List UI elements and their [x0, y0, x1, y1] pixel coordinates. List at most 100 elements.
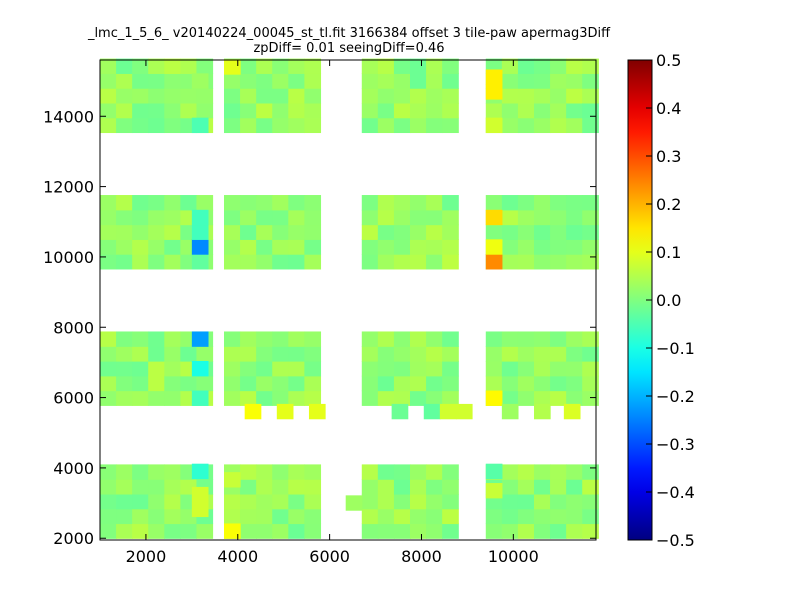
heatmap-cell [256, 88, 273, 104]
heatmap-cell [191, 239, 209, 255]
heatmap-cell [377, 209, 395, 226]
heatmap-cell [224, 59, 241, 75]
heatmap-cell [393, 239, 411, 255]
colorbar-tick-label: 0.0 [656, 291, 681, 310]
heatmap-cell [256, 254, 273, 270]
heatmap-cell [426, 523, 443, 539]
heatmap-cell [100, 239, 117, 255]
heatmap-cell [180, 58, 198, 74]
heatmap-cell [361, 209, 379, 226]
heatmap-cell [361, 102, 379, 119]
heatmap-cell [304, 224, 322, 240]
heatmap-cell [240, 195, 257, 211]
heatmap-cell [100, 390, 117, 406]
heatmap-cell [361, 361, 379, 377]
heatmap-cell [534, 346, 551, 362]
heatmap-cell [304, 390, 322, 406]
heatmap-cell [582, 375, 599, 392]
colorbar-tick-label: −0.3 [656, 435, 695, 454]
heatmap-cell [361, 224, 379, 240]
heatmap-cell [485, 508, 503, 525]
heatmap-cell [442, 239, 459, 255]
heatmap-cell [272, 209, 289, 226]
heatmap-cell [132, 390, 149, 406]
heatmap-cell [116, 102, 133, 119]
heatmap-cell [442, 464, 459, 480]
heatmap-cell [566, 102, 583, 119]
heatmap-cell [426, 508, 443, 525]
heatmap-cell [361, 390, 379, 406]
heatmap-cell [426, 58, 443, 74]
heatmap-cell [256, 331, 273, 347]
heatmap-cell [256, 73, 273, 89]
heatmap-cell [240, 88, 257, 104]
heatmap-cell [566, 209, 583, 226]
heatmap-cell [377, 508, 395, 525]
heatmap-cell [485, 375, 503, 392]
heatmap-cell [272, 195, 289, 211]
heatmap-cell [377, 254, 395, 270]
colorbar-tick-label: 0.2 [656, 195, 681, 214]
heatmap-cell [164, 73, 181, 89]
heatmap-cell [180, 88, 198, 104]
heatmap-cell [256, 493, 273, 510]
heatmap-cell [100, 195, 117, 211]
heatmap-cell [501, 239, 519, 255]
heatmap-cell [288, 58, 305, 74]
heatmap-cell [191, 390, 209, 406]
heatmap-cell [288, 224, 305, 240]
heatmap-cell [191, 117, 209, 134]
heatmap-cell [534, 239, 551, 255]
heatmap-cell [272, 390, 289, 406]
heatmap-cell [361, 239, 379, 255]
heatmap-cell [196, 88, 214, 104]
heatmap-cell [164, 102, 181, 119]
heatmap-cell [304, 117, 322, 134]
heatmap-cell [304, 88, 322, 104]
heatmap-cell [501, 254, 519, 270]
heatmap-cell [164, 390, 181, 406]
heatmap-cell [164, 493, 181, 510]
heatmap-cell [534, 479, 551, 495]
heatmap-cell [582, 102, 599, 119]
heatmap-cell [304, 508, 322, 525]
heatmap-cell [501, 464, 519, 480]
heatmap-cell [224, 195, 241, 211]
heatmap-cell [272, 493, 289, 510]
heatmap-cell [501, 117, 519, 134]
heatmap-cell [550, 58, 567, 74]
heatmap-cell [304, 523, 322, 539]
heatmap-cell [534, 117, 551, 134]
heatmap-cell [426, 254, 443, 270]
heatmap-cell [582, 73, 599, 89]
heatmap-cell [485, 361, 503, 377]
x-tick-label: 10000 [488, 547, 539, 566]
heatmap-cell [224, 331, 241, 347]
heatmap-cell [517, 58, 535, 74]
heatmap-cell [196, 102, 214, 119]
heatmap-cell [240, 523, 257, 539]
heatmap-cell [393, 361, 411, 377]
heatmap-cell [276, 403, 294, 420]
heatmap-cell [410, 102, 427, 119]
heatmap-cell [393, 375, 411, 392]
heatmap-cell [377, 523, 395, 539]
heatmap-cell [393, 73, 411, 89]
heatmap-cell [164, 117, 181, 134]
heatmap-cell [442, 523, 459, 539]
heatmap-cell [393, 195, 411, 211]
heatmap-cell [304, 361, 322, 377]
y-tick-label: 6000 [53, 389, 94, 408]
heatmap-cell [377, 73, 395, 89]
heatmap-cell [272, 102, 289, 119]
heatmap-cell [304, 464, 322, 480]
heatmap-cell [224, 117, 241, 134]
heatmap-cell [485, 523, 503, 539]
heatmap-cell [196, 375, 214, 392]
heatmap-cell [442, 508, 459, 525]
heatmap-cell [272, 361, 289, 377]
heatmap-cell [180, 375, 198, 392]
heatmap-cell [240, 239, 257, 255]
heatmap-cell [116, 464, 133, 480]
